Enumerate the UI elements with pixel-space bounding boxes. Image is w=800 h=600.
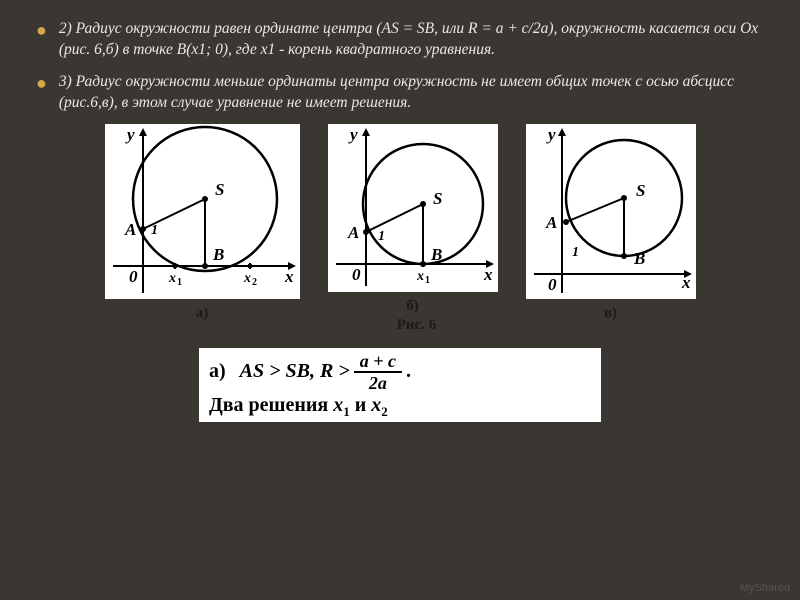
diagram-row: ABSx1x210xy а) ABSx110xy б) Рис. 6 ABS10… — [36, 124, 764, 334]
svg-text:1: 1 — [572, 245, 579, 260]
svg-text:0: 0 — [129, 267, 138, 286]
svg-text:A: A — [124, 220, 136, 239]
diagram-v: A B S 10 x y в) — [526, 124, 696, 334]
formula-x2: x — [371, 394, 381, 416]
svg-text:B: B — [633, 249, 645, 268]
svg-text:S: S — [636, 181, 645, 200]
watermark: MyShared — [740, 582, 790, 594]
formula-x2-sub: 2 — [381, 404, 388, 419]
formula-line-2: Два решения x1 и x2 — [209, 394, 591, 420]
diagram-b: ABSx110xy б) Рис. 6 — [328, 124, 498, 334]
svg-text:S: S — [215, 180, 224, 199]
svg-text:y: y — [348, 125, 358, 144]
svg-text:x: x — [168, 271, 176, 286]
svg-text:0: 0 — [352, 265, 361, 284]
svg-text:B: B — [430, 245, 442, 264]
bullet-text-3: 3) Радиус окружности меньше ординаты цен… — [59, 71, 764, 114]
formula-x1: x — [333, 394, 343, 416]
svg-text:2: 2 — [252, 277, 257, 288]
diagram-a: ABSx1x210xy а) — [105, 124, 300, 334]
bullet-marker-icon: ● — [36, 18, 47, 42]
formula-inequality: AS > SB, R > — [240, 360, 350, 383]
fraction-numerator: a + c — [354, 352, 402, 373]
formula-and: и — [350, 394, 372, 416]
svg-text:x: x — [681, 273, 691, 292]
formula-box: а) AS > SB, R > a + c 2a . Два решения x… — [199, 348, 601, 422]
svg-text:1: 1 — [177, 277, 182, 288]
svg-text:x: x — [284, 267, 294, 286]
bullet-item-3: ● 3) Радиус окружности меньше ординаты ц… — [36, 71, 764, 114]
figure-caption: Рис. 6 — [336, 317, 498, 334]
svg-text:y: y — [125, 125, 135, 144]
svg-text:y: y — [546, 125, 556, 144]
svg-text:A: A — [545, 213, 557, 232]
formula-fraction: a + c 2a — [354, 352, 402, 392]
svg-text:x: x — [416, 269, 424, 284]
svg-text:x: x — [483, 265, 493, 284]
bullet-text-2: 2) Радиус окружности равен ординате цент… — [59, 18, 764, 61]
formula-period: . — [406, 360, 411, 383]
svg-text:A: A — [347, 223, 359, 242]
svg-text:0: 0 — [548, 275, 557, 294]
svg-text:1: 1 — [378, 229, 385, 244]
fraction-denominator: 2a — [363, 373, 393, 392]
svg-text:S: S — [433, 189, 442, 208]
diagram-b-label: б) — [328, 298, 498, 315]
svg-text:1: 1 — [151, 223, 158, 238]
svg-text:1: 1 — [425, 275, 430, 286]
bullet-item-2: ● 2) Радиус окружности равен ординате це… — [36, 18, 764, 61]
formula-prefix: а) — [209, 360, 226, 383]
diagram-v-label: в) — [526, 305, 696, 322]
svg-text:x: x — [243, 271, 251, 286]
formula-line-1: а) AS > SB, R > a + c 2a . — [209, 352, 591, 392]
bullet-marker-icon: ● — [36, 71, 47, 95]
diagram-a-label: а) — [105, 305, 300, 322]
formula-text-two-solutions: Два решения — [209, 394, 333, 416]
svg-text:B: B — [212, 245, 224, 264]
